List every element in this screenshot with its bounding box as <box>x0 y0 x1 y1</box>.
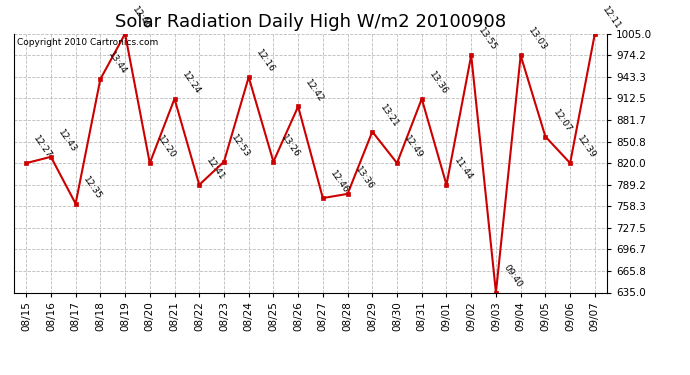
Text: 12:11: 12:11 <box>600 5 622 31</box>
Text: 12:24: 12:24 <box>180 70 202 96</box>
Title: Solar Radiation Daily High W/m2 20100908: Solar Radiation Daily High W/m2 20100908 <box>115 13 506 31</box>
Text: 12:27: 12:27 <box>32 134 54 160</box>
Text: 13:26: 13:26 <box>279 133 301 159</box>
Text: 13:44: 13:44 <box>106 50 128 76</box>
Text: 09:40: 09:40 <box>502 264 524 290</box>
Text: 12:16: 12:16 <box>254 48 277 74</box>
Text: 12:49: 12:49 <box>402 134 424 160</box>
Text: 12:20: 12:20 <box>155 134 177 160</box>
Text: Copyright 2010 Cartronics.com: Copyright 2010 Cartronics.com <box>17 38 158 46</box>
Text: 12:42: 12:42 <box>304 78 326 104</box>
Text: 13:55: 13:55 <box>477 26 499 53</box>
Text: 13:21: 13:21 <box>378 103 400 129</box>
Text: 13:36: 13:36 <box>353 165 375 191</box>
Text: 13:03: 13:03 <box>526 26 549 53</box>
Text: 12:53: 12:53 <box>230 133 252 159</box>
Text: 12:46: 12:46 <box>130 5 152 31</box>
Text: 13:36: 13:36 <box>427 70 449 96</box>
Text: 12:07: 12:07 <box>551 108 573 134</box>
Text: 12:46: 12:46 <box>328 169 351 195</box>
Text: 12:35: 12:35 <box>81 175 104 201</box>
Text: 12:43: 12:43 <box>57 128 79 154</box>
Text: 12:39: 12:39 <box>575 134 598 160</box>
Text: 11:44: 11:44 <box>452 156 474 182</box>
Text: 12:41: 12:41 <box>205 156 227 182</box>
